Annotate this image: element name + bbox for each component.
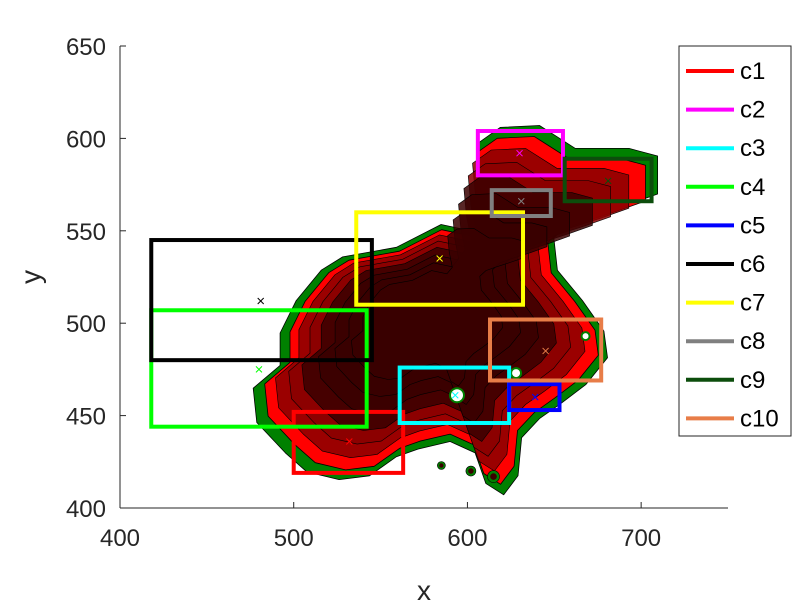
legend-item-c8: c8 xyxy=(686,328,765,355)
x-tick-label: 600 xyxy=(447,525,487,552)
cluster-box-c5 xyxy=(507,382,562,413)
legend-label: c5 xyxy=(740,212,765,239)
x-ticks: 400 500 600 700 xyxy=(100,502,661,552)
cluster-box-c8 xyxy=(489,188,553,219)
legend-item-c1: c1 xyxy=(686,58,765,85)
y-ticks: 400 450 500 550 600 650 xyxy=(66,34,126,523)
legend-item-c7: c7 xyxy=(686,290,765,317)
legend-label: c10 xyxy=(740,405,779,432)
legend-label: c2 xyxy=(740,97,765,124)
y-axis-label: y xyxy=(15,270,46,284)
cluster-center-c7 xyxy=(436,255,443,262)
legend-label: c6 xyxy=(740,251,765,278)
cluster-boxes xyxy=(149,129,654,475)
x-tick-label: 500 xyxy=(274,525,314,552)
cluster-box-c10 xyxy=(488,317,604,383)
y-tick-label: 400 xyxy=(66,496,106,523)
cluster-center-c2 xyxy=(516,149,523,157)
cluster-box-c7 xyxy=(354,210,526,307)
cluster-box-c1 xyxy=(291,409,406,475)
cluster-center-c5 xyxy=(531,393,539,401)
legend-label: c4 xyxy=(740,174,765,201)
density-hole xyxy=(510,367,523,380)
cluster-box-c6 xyxy=(149,238,374,363)
legend-item-c6: c6 xyxy=(686,251,765,278)
density-spot-core xyxy=(439,463,444,468)
cluster-centers xyxy=(255,149,612,445)
legend-item-c2: c2 xyxy=(686,97,765,124)
legend-item-c9: c9 xyxy=(686,367,765,394)
density-spot-core xyxy=(490,473,497,480)
legend-item-c10: c10 xyxy=(686,405,779,432)
cluster-center-c9 xyxy=(604,177,612,185)
y-tick-label: 450 xyxy=(66,404,106,431)
y-tick-label: 600 xyxy=(66,126,106,153)
x-tick-label: 400 xyxy=(100,525,140,552)
legend: c1 c2 c3 c4 c5 c6 c7 c8 c9 c10 xyxy=(678,45,792,437)
legend-label: c7 xyxy=(740,290,765,317)
legend-item-c5: c5 xyxy=(686,212,765,239)
y-tick-label: 500 xyxy=(66,311,106,338)
y-tick-label: 650 xyxy=(66,34,106,61)
axes xyxy=(119,46,728,509)
cluster-center-c3 xyxy=(451,391,459,399)
cluster-box-c2 xyxy=(475,129,565,178)
legend-label: c1 xyxy=(740,58,765,85)
density-hole xyxy=(580,331,591,342)
y-tick-label: 550 xyxy=(66,219,106,246)
cluster-box-c4 xyxy=(149,308,369,429)
x-axis-label: x xyxy=(417,575,431,606)
legend-item-c4: c4 xyxy=(686,174,765,201)
cluster-center-c4 xyxy=(255,366,263,373)
cluster-center-c1 xyxy=(345,438,353,445)
legend-label: c8 xyxy=(740,328,765,355)
legend-label: c9 xyxy=(740,367,765,394)
cluster-center-c8 xyxy=(517,197,525,205)
density-hole xyxy=(449,387,466,404)
density-spot-core xyxy=(468,468,474,474)
cluster-center-c6 xyxy=(257,297,265,305)
cluster-box-c9 xyxy=(562,156,654,204)
legend-box xyxy=(678,45,792,437)
x-tick-label: 700 xyxy=(621,525,661,552)
cluster-center-c10 xyxy=(542,347,549,355)
legend-item-c3: c3 xyxy=(686,135,765,162)
legend-label: c3 xyxy=(740,135,765,162)
